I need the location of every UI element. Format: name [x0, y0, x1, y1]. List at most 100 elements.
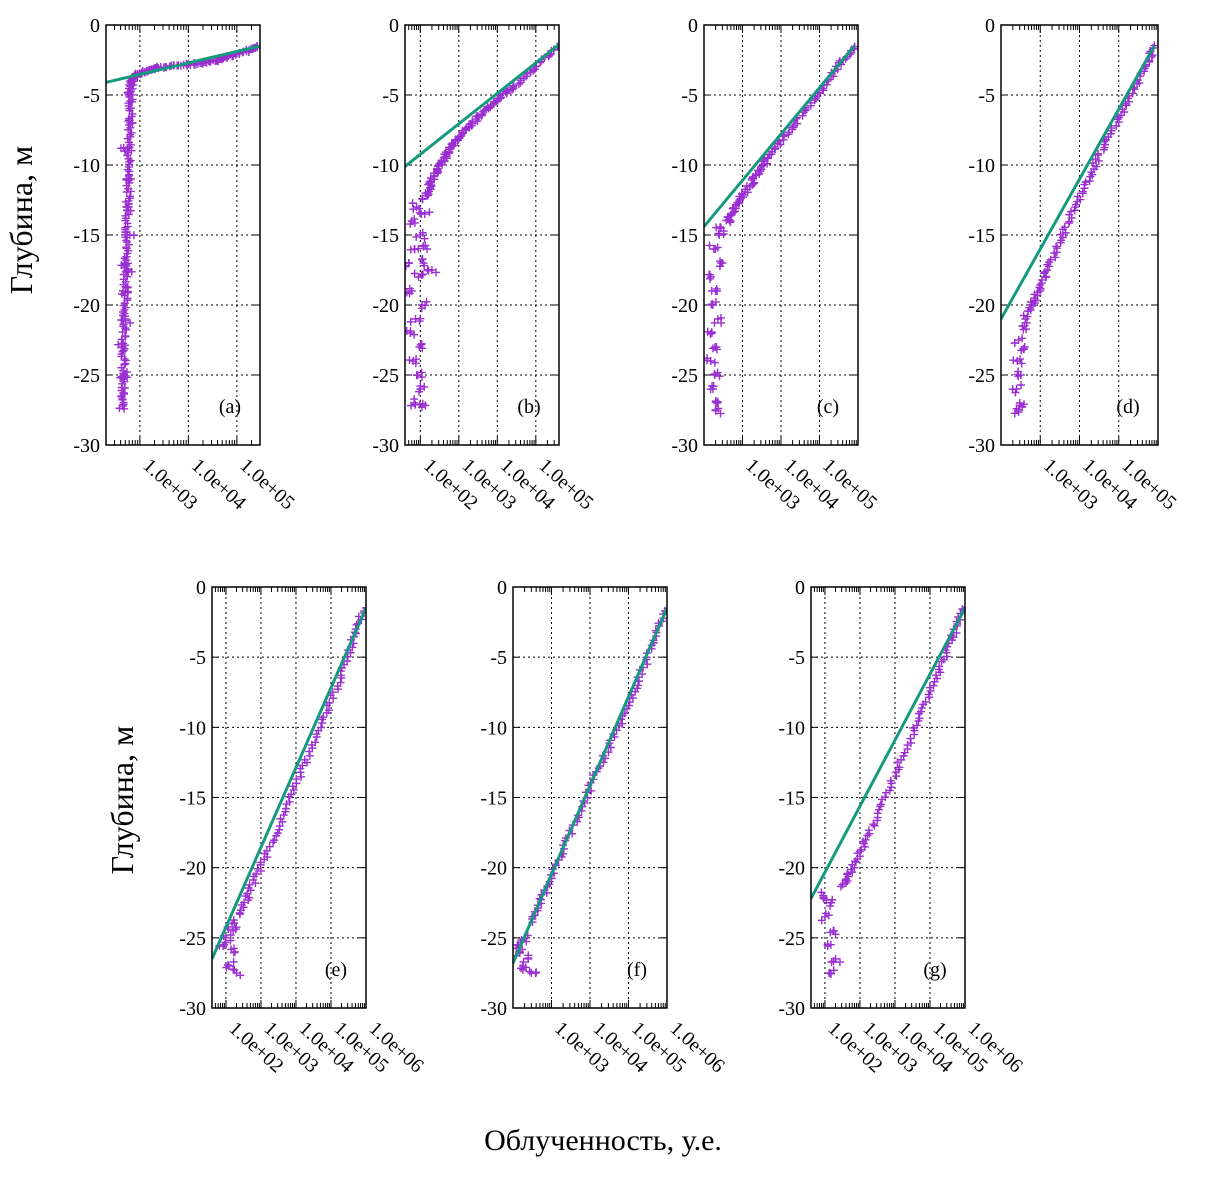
data-point	[952, 628, 961, 637]
panel-c: 0-5-10-15-20-25-301.0e+031.0e+041.0e+05(…	[671, 15, 881, 514]
data-point	[121, 228, 130, 236]
data-point	[798, 111, 807, 120]
data-point	[229, 957, 238, 966]
data-point	[289, 785, 298, 794]
data-point	[521, 963, 530, 972]
data-point	[936, 668, 945, 677]
data-point	[1101, 135, 1110, 144]
ylabel-bottom: Глубина, м	[104, 726, 140, 875]
data-point	[119, 389, 128, 398]
data-point	[752, 171, 761, 180]
data-point	[438, 160, 447, 169]
panel-b: 0-5-10-15-20-25-301.0e+021.0e+031.0e+041…	[372, 15, 597, 514]
ytick-label: -30	[73, 435, 100, 457]
data-point	[422, 297, 431, 306]
data-point	[835, 958, 844, 967]
data-point	[799, 108, 808, 117]
data-point	[406, 317, 415, 326]
ytick-label: -15	[372, 225, 399, 247]
data-f	[513, 604, 667, 978]
data-point	[1008, 385, 1017, 394]
data-point	[120, 404, 129, 413]
ytick-label: -10	[73, 155, 100, 177]
panel-f: 0-5-10-15-20-25-301.0e+031.0e+041.0e+051…	[480, 577, 728, 1077]
data-point	[1016, 381, 1025, 390]
data-point	[270, 836, 279, 845]
data-point	[709, 382, 718, 391]
data-point	[114, 340, 123, 349]
data-point	[914, 716, 923, 725]
xtick-label: 1.0e+04	[187, 454, 250, 514]
data-b	[405, 42, 559, 412]
panel-label: (f)	[627, 959, 647, 981]
ytick-label: -20	[73, 295, 100, 317]
data-point	[126, 318, 135, 327]
data-point	[407, 401, 416, 410]
data-point	[1050, 249, 1059, 258]
data-point	[1051, 253, 1060, 262]
data-point	[1019, 311, 1028, 320]
data-point	[705, 241, 714, 250]
data-point	[420, 261, 429, 270]
data-point	[828, 895, 837, 904]
data-point	[925, 693, 934, 702]
data-point	[843, 877, 852, 886]
data-point	[631, 687, 640, 696]
ytick-label: 0	[497, 577, 507, 599]
ytick-label: -25	[968, 365, 995, 387]
data-point	[422, 191, 431, 200]
data-point	[829, 926, 838, 935]
data-point	[431, 268, 440, 277]
data-point	[415, 400, 424, 409]
data-point	[124, 200, 133, 209]
data-point	[119, 346, 128, 355]
data-point	[423, 265, 432, 274]
data-point	[424, 266, 433, 275]
data-point	[736, 194, 745, 203]
data-point	[121, 371, 130, 380]
data-point	[1012, 404, 1021, 413]
data-point	[704, 327, 712, 336]
data-point	[715, 262, 724, 271]
data-point	[712, 284, 721, 293]
data-point	[1044, 262, 1053, 271]
data-point	[1078, 189, 1087, 198]
data-point	[836, 882, 845, 891]
ytick-label: -30	[778, 998, 805, 1020]
data-point	[312, 733, 321, 742]
data-point	[420, 382, 429, 391]
data-point	[425, 208, 434, 217]
data-point	[414, 244, 423, 253]
data-point	[842, 878, 851, 887]
ytick-label: -5	[189, 647, 206, 669]
data-point	[525, 967, 534, 976]
data-point	[857, 845, 866, 854]
ytick-label: -20	[480, 858, 507, 880]
data-point	[117, 316, 126, 325]
data-point	[789, 121, 798, 130]
data-point	[819, 894, 828, 903]
ytick-label: 0	[795, 577, 805, 599]
data-point	[893, 758, 902, 767]
ytick-label: -25	[778, 928, 805, 950]
data-point	[712, 345, 721, 354]
data-point	[219, 942, 228, 951]
data-point	[406, 220, 415, 229]
ytick-label: -20	[778, 858, 805, 880]
data-point	[486, 103, 495, 112]
ytick-label: -10	[778, 717, 805, 739]
data-point	[127, 267, 136, 276]
panel-g: 0-5-10-15-20-25-301.0e+021.0e+031.0e+041…	[778, 577, 1026, 1077]
data-point	[123, 89, 132, 98]
data-point	[424, 190, 433, 199]
data-point	[865, 829, 874, 838]
data-point	[236, 971, 245, 980]
data-point	[714, 229, 723, 238]
data-point	[434, 167, 443, 176]
fit-line	[405, 43, 559, 168]
ytick-label: -20	[671, 295, 698, 317]
ytick-label: -5	[978, 85, 995, 107]
data-point	[329, 694, 338, 703]
xlabel: Облученность, у.е.	[484, 1124, 722, 1157]
data-point	[297, 772, 306, 781]
